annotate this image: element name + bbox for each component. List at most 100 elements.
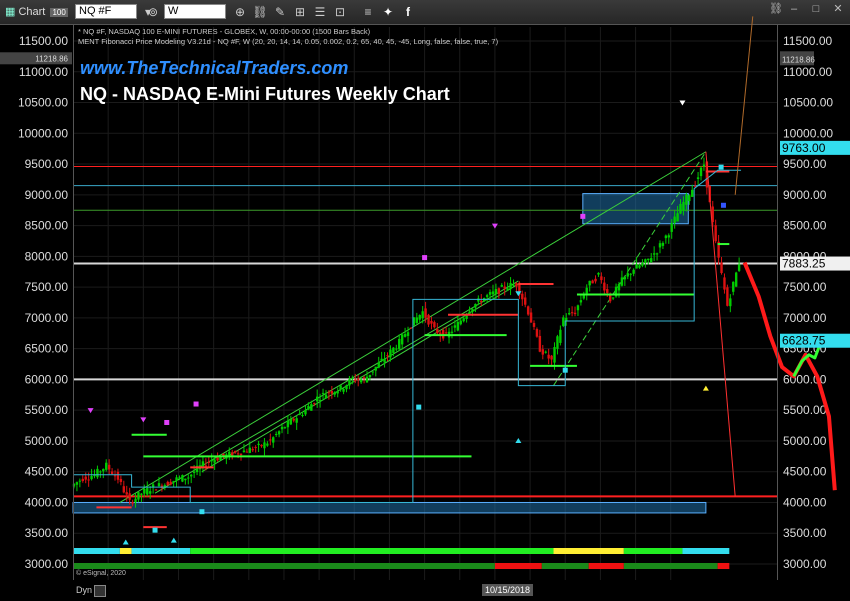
candle-body xyxy=(163,485,167,488)
candle-body xyxy=(304,410,307,415)
price-tag-bg xyxy=(780,140,850,155)
candle-body xyxy=(254,446,257,448)
y-tick-right: 3500.00 xyxy=(783,526,827,540)
signal-marker xyxy=(562,367,568,373)
settings-icon[interactable]: ⊚ xyxy=(147,5,159,19)
candle-body xyxy=(582,295,586,299)
candle-body xyxy=(125,492,128,495)
symbol-dropdown-icon[interactable]: ▾ xyxy=(144,5,152,19)
candle-body xyxy=(506,288,509,291)
candle-body xyxy=(664,235,668,239)
fib-trend-line xyxy=(154,280,519,494)
draw-icon[interactable]: ✎ xyxy=(274,5,286,19)
maximize-icon[interactable]: □ xyxy=(812,3,820,15)
candle-body xyxy=(313,403,316,405)
signal-marker xyxy=(164,419,170,425)
candle-body xyxy=(365,376,369,383)
dyn-toggle-icon[interactable] xyxy=(94,585,106,597)
twitter-icon[interactable]: ✦ xyxy=(382,5,394,19)
study-line-1: * NQ #F, NASDAQ 100 E-MINI FUTURES - GLO… xyxy=(78,27,371,36)
candle-body xyxy=(113,475,117,477)
signal-marker xyxy=(515,291,522,297)
y-tick-left: 11500.00 xyxy=(19,34,68,48)
indicator-strip-top xyxy=(553,548,624,554)
study-line-2: MENT Fibonacci Price Modeling V3.21d - N… xyxy=(78,37,499,46)
candle-body xyxy=(477,298,480,302)
candle-body xyxy=(409,327,413,329)
candle-body xyxy=(398,338,401,350)
candle-body xyxy=(351,378,354,380)
candle-body xyxy=(84,476,87,480)
grid-icon[interactable]: ⊡ xyxy=(334,5,346,19)
minimize-icon[interactable]: – xyxy=(790,3,798,15)
candle-body xyxy=(734,272,738,287)
candle-body xyxy=(339,385,342,390)
y-tick-left: 5500.00 xyxy=(25,403,69,417)
candle-body xyxy=(190,474,193,477)
candle-body xyxy=(383,358,386,363)
indicator-strip-bottom xyxy=(588,563,624,569)
candle-body xyxy=(526,306,530,315)
candle-body xyxy=(421,311,424,319)
y-tick-left: 10500.00 xyxy=(18,96,68,110)
candle-body xyxy=(459,320,462,325)
candle-body xyxy=(371,371,375,373)
indicator-strip-bottom xyxy=(73,563,495,569)
candle-body xyxy=(228,451,231,457)
candle-body xyxy=(333,392,336,395)
y-tick-right: 7500.00 xyxy=(783,280,827,294)
candle-body xyxy=(723,277,726,290)
candle-body xyxy=(535,329,539,337)
candle-body xyxy=(107,464,111,470)
candle-body xyxy=(562,317,565,326)
candle-body xyxy=(269,439,272,441)
link-icon[interactable]: ⛓ xyxy=(252,5,268,19)
signal-marker xyxy=(720,202,726,208)
sync-icon[interactable]: ☰ xyxy=(314,5,326,19)
search-icon[interactable]: ⊕ xyxy=(234,5,246,19)
close-icon[interactable]: ✕ xyxy=(833,3,843,15)
projection-green-path xyxy=(792,341,823,378)
candle-body xyxy=(474,303,477,308)
candle-body xyxy=(78,480,82,482)
y-tick-left: 7000.00 xyxy=(25,311,69,325)
facebook-icon[interactable]: f xyxy=(406,5,410,19)
projection-up-line xyxy=(734,16,754,195)
candle-body xyxy=(283,427,287,429)
candle-body xyxy=(544,351,547,353)
candle-body xyxy=(436,328,439,334)
candle-body xyxy=(702,164,706,167)
y-tick-left: 9500.00 xyxy=(25,157,69,171)
candle-body xyxy=(274,433,278,435)
candle-body xyxy=(667,235,670,238)
candle-body xyxy=(676,213,679,222)
fib-trend-line xyxy=(553,151,707,386)
candle-body xyxy=(204,465,208,467)
y-tick-right: 3000.00 xyxy=(783,557,827,571)
candle-body xyxy=(491,291,495,295)
candle-body xyxy=(140,493,143,495)
candle-body xyxy=(389,349,392,358)
candle-body xyxy=(263,442,266,449)
y-tick-left: 7500.00 xyxy=(25,280,69,294)
candle-body xyxy=(608,295,612,302)
indicator-strip-top xyxy=(119,548,132,554)
indicator-strip-bottom xyxy=(541,563,589,569)
add-study-icon[interactable]: ⊞ xyxy=(294,5,306,19)
candle-body xyxy=(497,288,501,294)
candle-body xyxy=(570,312,574,314)
candle-body xyxy=(219,456,222,461)
candle-body xyxy=(400,334,404,345)
indicator-strip-top xyxy=(190,548,554,554)
candle-body xyxy=(579,300,583,303)
menu-icon[interactable]: ≡ xyxy=(364,5,372,19)
signal-marker xyxy=(170,537,177,543)
candle-body xyxy=(148,491,152,494)
link-window-icon[interactable]: ⛓ xyxy=(769,3,783,15)
projection-drop-line xyxy=(705,151,736,497)
candle-body xyxy=(509,283,512,290)
symbol-input[interactable] xyxy=(75,4,137,19)
candle-body xyxy=(424,308,427,318)
interval-input[interactable] xyxy=(164,4,226,19)
